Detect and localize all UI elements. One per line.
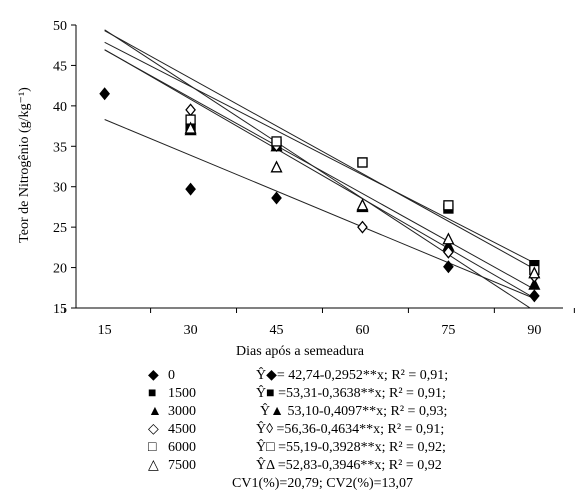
x-tick-label: 15: [98, 323, 112, 338]
legend-label: 3000: [168, 404, 196, 419]
x-tick-label: 60: [355, 323, 369, 338]
regression-equation: Ŷ▲ 53,10-0,4097**x; R² = 0,93;: [260, 404, 448, 419]
y-tick-label: 30: [53, 181, 67, 196]
legend-label: 4500: [168, 422, 196, 437]
data-point-0: [529, 289, 540, 303]
legend-item: △ 7500: [148, 457, 196, 475]
data-point-0: [271, 191, 282, 205]
data-point-4500: [443, 245, 454, 259]
legend-item: ◇ 4500: [148, 421, 196, 439]
legend-label: 0: [168, 368, 175, 383]
y-tick-label: 20: [53, 262, 67, 277]
regression-line-0: [104, 119, 535, 299]
regression-line-1500: [104, 41, 535, 264]
y-axis-label: Teor de Nitrogênio (g/kg⁻¹): [17, 87, 32, 243]
legend-marker-icon: △: [148, 458, 159, 473]
regression-line-7500: [104, 49, 535, 290]
legend-item: ◆ 0: [148, 367, 175, 385]
x-tick-label: 45: [270, 323, 284, 338]
legend-label: 6000: [168, 440, 196, 455]
regression-equation: Ŷ◊ =56,36-0,4634**x; R² = 0,91;: [256, 422, 445, 437]
y-tick-label: 15: [53, 302, 67, 317]
data-point-4500: [185, 103, 196, 117]
legend-marker-icon: ◆: [148, 368, 159, 383]
data-point-3000: [528, 277, 541, 290]
regression-line-6000: [104, 30, 535, 270]
legend-item: ■ 1500: [148, 385, 196, 403]
data-point-6000: [271, 136, 282, 147]
data-point-7500: [184, 121, 197, 134]
y-tick-label: 35: [53, 140, 67, 155]
legend-label: 1500: [168, 386, 196, 401]
legend-marker-icon: □: [148, 440, 157, 455]
y-tick-label: 40: [53, 100, 67, 115]
data-point-7500: [442, 232, 455, 245]
y-tick-label: 45: [53, 59, 67, 74]
scatter-chart: 15 20 25 30 35 40 45 50 15 30 45 60 75 90 Dias após a…: [17, 19, 575, 359]
regression-equation: Ŷ■ =53,31-0,3638**x; R² = 0,91;: [256, 386, 446, 401]
data-point-6000: [357, 157, 368, 168]
regression-equation: ŶΔ =52,83-0,3946**x; R² = 0,92: [256, 458, 442, 473]
regression-equation: Ŷ◆= 42,74-0,2952**x; R² = 0,91;: [256, 368, 449, 383]
legend-item: □ 6000: [148, 439, 196, 457]
regression-line-3000: [104, 49, 535, 299]
coefficient-of-variation: CV1(%)=20,79; CV2(%)=13,07: [232, 476, 414, 491]
data-point-6000: [443, 200, 454, 211]
data-point-0: [185, 182, 196, 196]
x-tick-label: 75: [441, 323, 455, 338]
legend-marker-icon: ■: [148, 386, 157, 401]
legend-marker-icon: ▲: [148, 404, 162, 419]
data-point-7500: [270, 160, 283, 173]
y-tick-label: 25: [53, 221, 67, 236]
regression-equation: Ŷ□ =55,19-0,3928**x; R² = 0,92;: [256, 440, 446, 455]
legend-item: ▲ 3000: [148, 403, 196, 421]
y-tick-label: 50: [53, 19, 67, 34]
x-axis-label: Dias após a semeadura: [236, 344, 365, 359]
data-point-7500: [356, 198, 369, 211]
legend-marker-icon: ◇: [148, 422, 159, 437]
regression-line-4500: [104, 29, 531, 308]
legend-label: 7500: [168, 458, 196, 473]
data-point-0: [443, 260, 454, 274]
data-point-7500: [528, 266, 541, 279]
x-tick-label: 90: [527, 323, 541, 338]
data-point-0: [99, 87, 110, 101]
x-tick-label: 30: [184, 323, 198, 338]
data-point-4500: [357, 220, 368, 234]
